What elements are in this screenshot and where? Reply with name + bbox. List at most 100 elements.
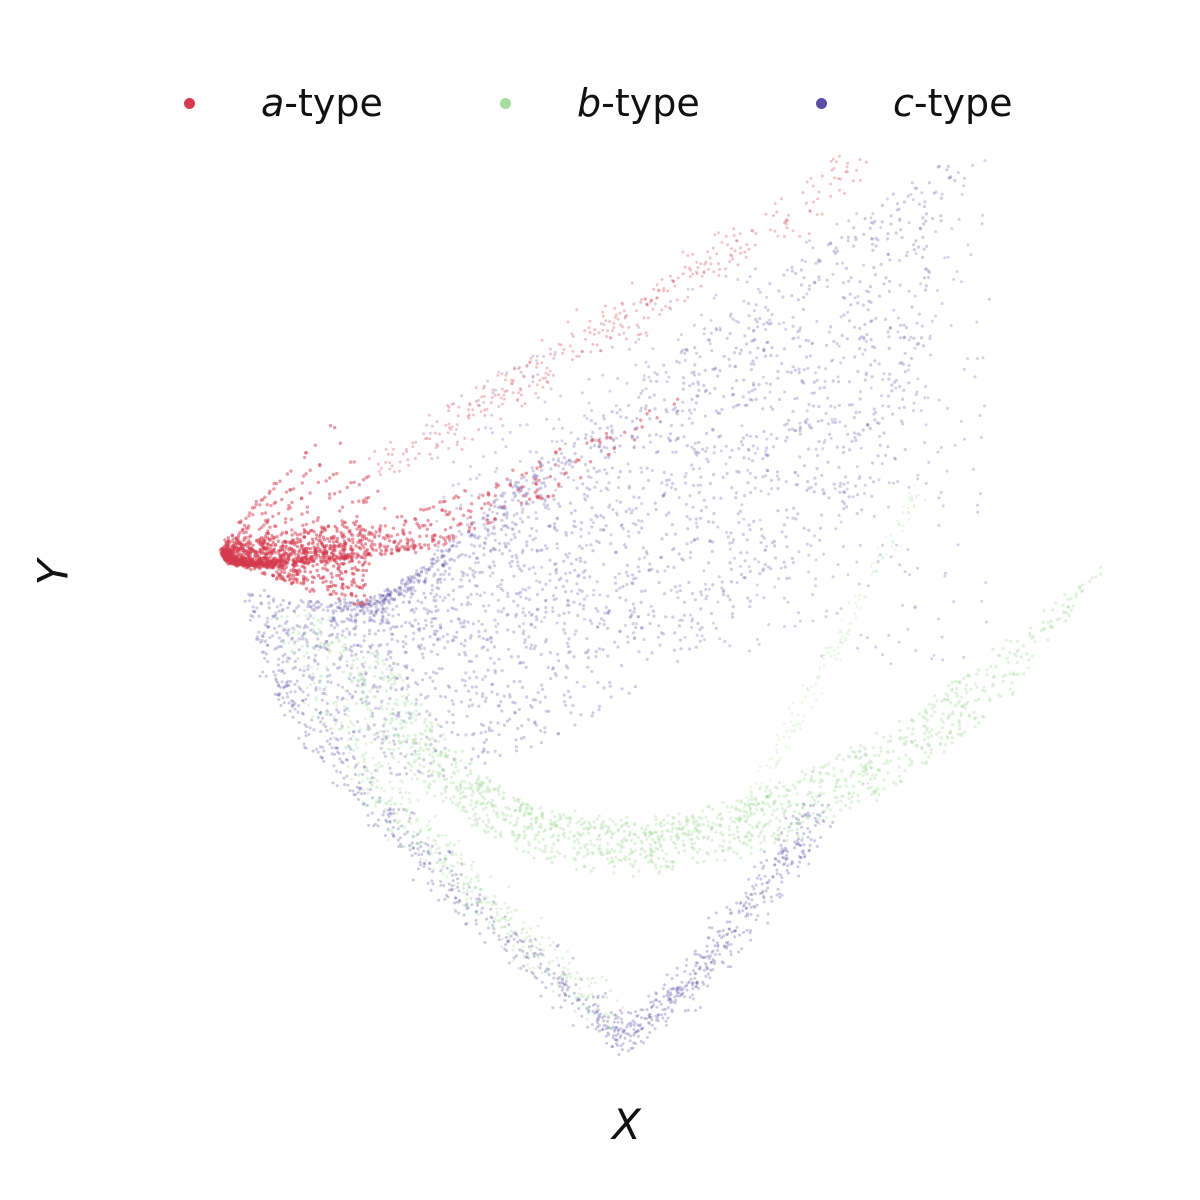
c-type-point xyxy=(573,723,577,727)
c-type-point xyxy=(562,456,566,460)
b-type-point xyxy=(549,850,554,854)
c-type-point xyxy=(362,678,367,682)
b-type-point xyxy=(575,867,579,872)
c-type-point xyxy=(688,995,692,999)
b-type-point xyxy=(886,740,891,744)
c-type-point xyxy=(296,710,300,714)
c-type-point xyxy=(612,1020,616,1024)
c-type-point xyxy=(819,836,823,839)
c-type-point xyxy=(741,909,745,913)
c-type-point xyxy=(407,588,411,593)
c-type-point xyxy=(627,1032,631,1036)
c-type-point xyxy=(869,386,873,390)
c-type-point xyxy=(693,976,697,980)
c-type-point xyxy=(796,298,801,302)
c-type-point xyxy=(526,515,531,519)
b-type-point xyxy=(409,745,413,749)
c-type-point xyxy=(352,730,356,734)
c-type-point xyxy=(699,1006,702,1009)
c-type-point xyxy=(953,178,957,183)
b-type-point xyxy=(390,683,394,687)
b-type-point xyxy=(1008,672,1012,676)
c-type-point xyxy=(352,730,356,734)
c-type-point xyxy=(797,874,801,878)
c-type-point xyxy=(770,899,774,903)
b-type-point xyxy=(713,849,718,853)
c-type-point xyxy=(405,772,409,776)
b-type-point xyxy=(454,786,458,791)
c-type-point xyxy=(807,402,811,407)
c-type-point xyxy=(419,693,423,697)
c-type-point xyxy=(436,637,440,641)
c-type-point xyxy=(460,602,464,607)
c-type-point xyxy=(712,511,716,516)
c-type-point xyxy=(339,770,343,774)
c-type-point xyxy=(391,712,395,716)
b-type-point xyxy=(443,787,447,791)
c-type-point xyxy=(523,613,527,618)
c-type-point xyxy=(654,432,658,437)
b-type-point xyxy=(436,753,440,757)
b-type-point xyxy=(682,843,686,847)
c-type-point xyxy=(966,357,970,361)
c-type-point xyxy=(765,544,769,548)
c-type-point xyxy=(668,439,672,443)
c-type-point xyxy=(546,665,550,670)
c-type-point xyxy=(777,477,781,481)
b-type-point xyxy=(825,805,829,809)
c-type-point xyxy=(798,427,802,431)
c-type-point xyxy=(858,397,862,401)
c-type-point xyxy=(628,469,632,474)
c-type-point xyxy=(408,621,412,625)
b-type-point xyxy=(482,797,487,801)
b-type-point xyxy=(897,765,902,769)
c-type-point xyxy=(831,272,835,276)
c-type-point xyxy=(814,261,818,265)
b-type-point xyxy=(797,822,801,826)
c-type-point xyxy=(706,338,711,342)
c-type-point xyxy=(714,293,718,297)
c-type-point xyxy=(521,587,525,591)
c-type-point xyxy=(535,529,539,533)
c-type-point xyxy=(742,378,746,382)
b-type-point xyxy=(550,846,554,850)
c-type-point xyxy=(589,419,594,423)
c-type-point xyxy=(606,488,610,492)
c-type-point xyxy=(441,599,445,602)
b-type-point xyxy=(795,803,799,807)
c-type-point xyxy=(814,558,818,562)
c-type-point xyxy=(426,881,430,885)
c-type-point xyxy=(257,630,261,634)
c-type-point xyxy=(815,319,819,323)
c-type-point xyxy=(567,610,571,615)
c-type-point xyxy=(318,645,322,649)
c-type-point xyxy=(969,253,973,257)
b-type-point xyxy=(943,742,948,747)
c-type-point xyxy=(751,359,755,363)
c-type-point xyxy=(352,627,356,631)
c-type-point xyxy=(881,378,884,382)
c-type-point xyxy=(877,478,881,482)
b-type-point xyxy=(856,793,860,798)
c-type-point xyxy=(392,598,397,602)
c-type-point xyxy=(542,477,546,481)
c-type-point xyxy=(854,411,858,415)
c-type-point xyxy=(358,603,362,608)
c-type-point xyxy=(685,444,690,448)
c-type-point xyxy=(551,594,556,598)
c-type-point xyxy=(411,637,415,641)
c-type-point xyxy=(485,638,489,642)
b-type-point xyxy=(413,773,417,777)
c-type-point xyxy=(316,750,320,754)
b-type-point xyxy=(664,864,668,868)
c-type-point xyxy=(765,340,769,345)
c-type-point xyxy=(436,548,440,552)
c-type-point xyxy=(610,1045,614,1049)
c-type-point xyxy=(277,692,281,697)
b-type-point xyxy=(980,688,985,692)
c-type-point xyxy=(776,887,780,891)
c-type-point xyxy=(675,359,679,364)
c-type-point xyxy=(736,278,740,281)
c-type-point xyxy=(761,567,766,571)
c-type-point xyxy=(653,371,657,375)
